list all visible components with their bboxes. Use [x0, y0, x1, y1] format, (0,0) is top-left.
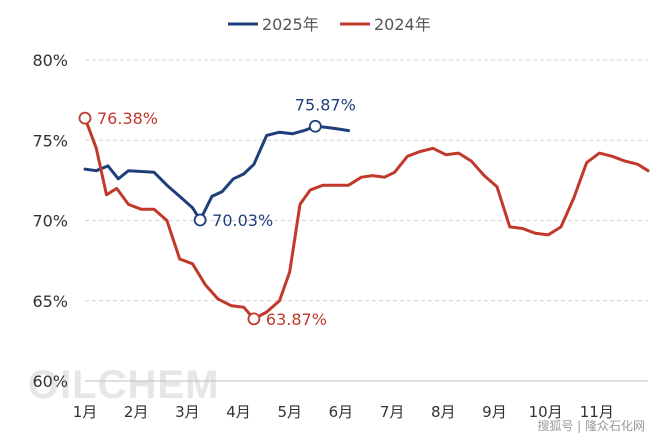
- annotation-marker: [78, 111, 92, 125]
- annotation-label: 70.03%: [212, 211, 273, 230]
- legend-label: 2025年: [262, 15, 319, 34]
- annotation-label: 76.38%: [97, 109, 158, 128]
- annotation-markers: [78, 111, 322, 326]
- legend-label: 2024年: [374, 15, 431, 34]
- source-caption: 搜狐号 | 隆众石化网: [537, 418, 645, 433]
- annotation-marker: [247, 312, 261, 326]
- x-tick-label: 4月: [226, 403, 251, 421]
- annotation-label: 63.87%: [266, 310, 327, 329]
- y-tick-label: 60%: [32, 372, 68, 391]
- annotation-labels: 76.38% 70.03% 75.87% 63.87%: [97, 95, 356, 329]
- x-tick-label: 8月: [431, 403, 456, 421]
- series-line-2024年: [83, 116, 650, 321]
- y-tick-label: 80%: [32, 51, 68, 70]
- x-tick-label: 9月: [482, 403, 507, 421]
- legend: 2025年 2024年: [228, 15, 431, 34]
- annotation-label: 75.87%: [295, 95, 356, 114]
- y-tick-label: 65%: [32, 292, 68, 311]
- series-lines: [83, 116, 650, 321]
- x-tick-label: 2月: [124, 403, 149, 421]
- x-tick-label: 11月: [580, 403, 614, 421]
- series-line-2025年: [83, 124, 351, 222]
- annotation-marker: [308, 119, 322, 133]
- watermark: OILCHEM: [28, 363, 219, 407]
- y-tick-label: 70%: [32, 212, 68, 231]
- x-tick-label: 6月: [329, 403, 354, 421]
- x-tick-label: 3月: [175, 403, 200, 421]
- axes: 60% 65% 70% 75% 80% 1月 2月 3月 4月 5月 6月 7月 8月 9月 10月 11月: [32, 51, 648, 421]
- annotation-marker: [193, 213, 207, 227]
- x-tick-label: 1月: [73, 403, 98, 421]
- x-tick-label: 10月: [529, 403, 563, 421]
- y-tick-label: 75%: [32, 131, 68, 150]
- x-tick-label: 7月: [380, 403, 405, 421]
- grid: [85, 59, 648, 302]
- x-tick-label: 5月: [277, 403, 302, 421]
